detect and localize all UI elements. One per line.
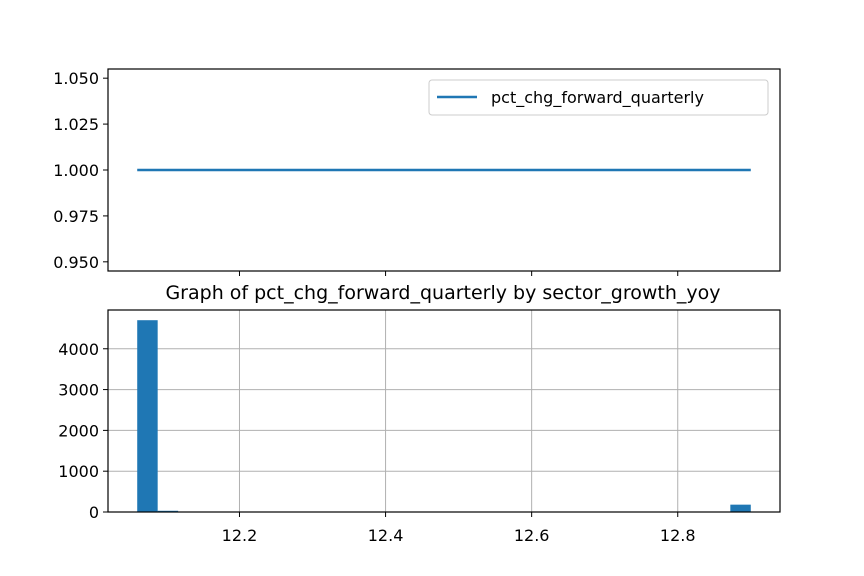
top-y-axis-ticks: 0.950 0.975 1.000 1.025 1.050 <box>53 69 108 272</box>
top-y-tick-label: 0.950 <box>53 253 99 272</box>
top-y-tick-label: 1.025 <box>53 115 99 134</box>
bottom-x-tick-label: 12.4 <box>368 526 404 545</box>
histogram-panel: 0 1000 2000 3000 4000 12.2 12.4 12.6 12.8 <box>58 309 781 545</box>
histogram-title: Graph of pct_chg_forward_quarterly by se… <box>165 282 720 304</box>
bottom-y-axis-ticks: 0 1000 2000 3000 4000 <box>58 340 108 522</box>
legend-box <box>428 79 769 116</box>
bottom-axes-frame <box>107 309 781 513</box>
bottom-y-tick-label: 3000 <box>58 381 99 400</box>
histogram-bars <box>137 320 751 512</box>
bottom-plot-area <box>108 310 780 512</box>
bottom-y-tick-label: 0 <box>89 503 99 522</box>
histogram-bar <box>157 510 179 512</box>
bottom-y-tick-label: 1000 <box>58 462 99 481</box>
legend-label: pct_chg_forward_quarterly <box>491 88 704 108</box>
top-x-axis-ticks <box>238 271 679 276</box>
line-chart-panel: 0.950 0.975 1.000 1.025 1.050 pct_chg_forwar… <box>53 68 781 276</box>
bottom-x-tick-label: 12.6 <box>514 526 550 545</box>
bottom-x-tick-label: 12.8 <box>660 526 696 545</box>
histogram-bar <box>730 504 751 512</box>
bottom-x-tick-label: 12.2 <box>222 526 258 545</box>
top-y-tick-label: 1.050 <box>53 69 99 88</box>
bottom-x-axis-ticks: 12.2 12.4 12.6 12.8 <box>222 512 696 545</box>
bottom-gridlines <box>108 310 780 513</box>
top-axes-frame <box>107 68 781 272</box>
histogram-bar <box>137 320 158 512</box>
bottom-y-tick-label: 2000 <box>58 421 99 440</box>
legend: pct_chg_forward_quarterly <box>428 79 769 116</box>
bottom-y-tick-label: 4000 <box>58 340 99 359</box>
top-y-tick-label: 0.975 <box>53 207 99 226</box>
top-y-tick-label: 1.000 <box>53 161 99 180</box>
